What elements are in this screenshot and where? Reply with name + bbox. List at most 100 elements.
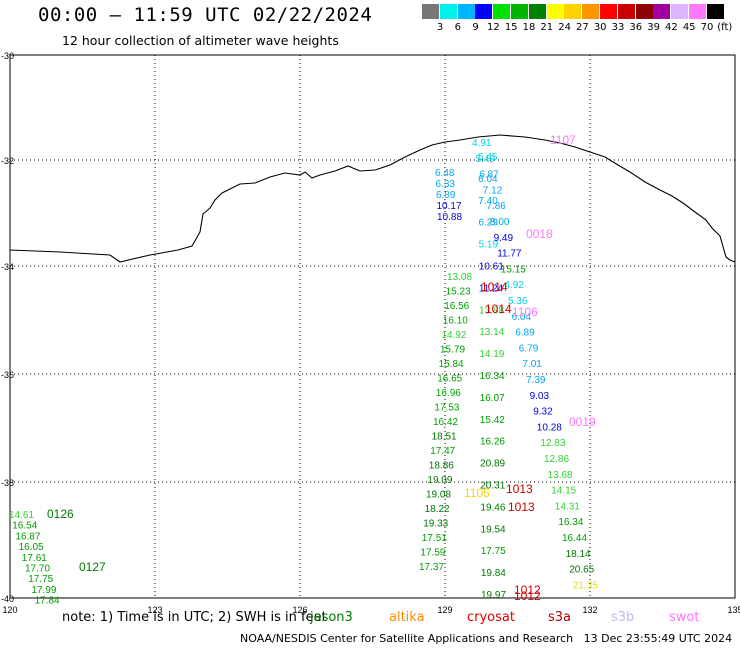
swh-value: 16.65 <box>437 374 462 385</box>
swh-value: 16.34 <box>558 517 583 528</box>
swh-value: 14.19 <box>479 349 504 360</box>
swh-value: 16.96 <box>436 388 461 399</box>
swh-value: 16.07 <box>480 393 505 404</box>
scale-swatch <box>546 4 564 19</box>
footer-note: note: 1) Time is in UTC; 2) SWH is in fe… <box>62 610 327 625</box>
scale-label: 6 <box>454 22 461 33</box>
swh-value: 16.54 <box>12 521 37 532</box>
swh-value: 11.77 <box>497 249 522 260</box>
swh-value: 17.84 <box>35 596 60 607</box>
scale-label: 45 <box>682 22 696 33</box>
swh-value: 7.40 <box>478 196 498 207</box>
observation-labels: 14.6116.5416.8716.0517.6117.7017.7517.99… <box>9 133 598 607</box>
latitude-label: -40 <box>1 594 14 604</box>
longitude-label: 120 <box>2 605 17 615</box>
swh-value: 14.92 <box>441 330 466 341</box>
swh-value: 7.86 <box>486 201 506 212</box>
swh-value: 18.22 <box>425 504 450 515</box>
scale-swatch <box>671 4 689 19</box>
swh-value: 10.61 <box>479 262 504 273</box>
swh-value: 12.83 <box>540 438 565 449</box>
scale-label: 9 <box>472 22 479 33</box>
latitude-label: -38 <box>1 478 14 488</box>
swh-value: 16.10 <box>443 316 468 327</box>
lat-lon-gridlines <box>10 55 735 598</box>
swh-value: 20.65 <box>569 565 594 576</box>
map-frame <box>9 54 736 599</box>
swh-value: 4.91 <box>472 138 492 149</box>
scale-label: 30 <box>593 22 607 33</box>
swh-value: 15.42 <box>480 415 505 426</box>
swh-value: 17.53 <box>434 403 459 414</box>
latitude-label: -34 <box>1 262 14 272</box>
scale-label: 3 <box>436 22 444 33</box>
scale-unit: (ft) <box>717 22 733 33</box>
swh-value: 17.51 <box>422 533 447 544</box>
swh-value: 4.92 <box>504 280 524 291</box>
swh-value: 9.32 <box>533 407 553 418</box>
swot-time-label: 0019 <box>569 415 596 429</box>
swh-value: 16.34 <box>480 371 505 382</box>
swh-value: 6.87 <box>479 170 499 181</box>
swh-value: 16.44 <box>562 533 587 544</box>
swh-value: 12.86 <box>544 454 569 465</box>
swh-value: 21.35 <box>573 580 598 591</box>
swh-value: 13.14 <box>479 327 504 338</box>
swh-value: 13.88 <box>479 305 504 316</box>
coastline <box>9 134 736 263</box>
swh-value: 6.79 <box>519 343 539 354</box>
swh-value: 19.84 <box>481 568 506 579</box>
scale-label: 18 <box>522 22 536 33</box>
swh-value: 17.70 <box>25 564 50 575</box>
longitude-label: 123 <box>147 605 162 615</box>
swh-value: 6.04 <box>478 174 498 185</box>
page-title: 00:00 – 11:59 UTC 02/22/2024 <box>38 4 373 26</box>
mission-label: s3a <box>548 610 572 625</box>
swh-value: 18.86 <box>429 461 454 472</box>
longitude-labels: 120 123 126 129 132 135 <box>2 605 740 615</box>
swh-value: 5.36 <box>508 296 528 307</box>
swh-value: 5.19 <box>479 240 499 251</box>
swh-value: 15.79 <box>440 345 465 356</box>
swh-value: 15.84 <box>439 359 464 370</box>
swot-time-label: 1106 <box>512 305 538 319</box>
scale-swatch <box>493 4 511 19</box>
swh-value: 9.03 <box>530 391 550 402</box>
longitude-label: 135 <box>727 605 740 615</box>
pass-time-label: 1014 <box>481 280 508 294</box>
swh-value: 6.04 <box>512 312 532 323</box>
swh-value: 16.42 <box>433 417 458 428</box>
swh-value: 19.33 <box>423 519 448 530</box>
latitude-labels: -30 -32 -34 -36 -38 -40 <box>1 51 14 604</box>
scale-label: 42 <box>665 22 678 33</box>
longitude-label: 132 <box>582 605 597 615</box>
swh-value: 19.54 <box>481 524 506 535</box>
scale-swatch <box>617 4 635 19</box>
swh-value: 17.75 <box>481 546 506 557</box>
swh-value: 6.33 <box>436 179 456 190</box>
swot-time-label: 1107 <box>550 133 576 147</box>
mission-label: s3b <box>611 610 635 625</box>
swh-value: 14.31 <box>555 501 580 512</box>
mission-label: altika <box>389 610 425 625</box>
swh-value: 13.68 <box>548 470 573 481</box>
scale-label: 21 <box>540 22 554 33</box>
swh-value: 6.29 <box>478 218 498 229</box>
swot-time-label: 0018 <box>526 227 553 241</box>
swh-value: 16.56 <box>444 301 469 312</box>
scale-label: 15 <box>504 22 518 33</box>
swh-value: 6.89 <box>515 328 535 339</box>
scale-label: 27 <box>576 22 589 33</box>
swh-value: 7.39 <box>526 375 546 386</box>
latitude-label: -36 <box>1 370 14 380</box>
swh-value: 13.08 <box>447 272 472 283</box>
scale-label: 70 <box>700 22 714 33</box>
swh-value: 17.99 <box>31 585 56 596</box>
scale-swatch <box>475 4 493 19</box>
swh-value: 10.17 <box>437 201 462 212</box>
swh-value: 15.23 <box>446 287 471 298</box>
scale-label: 12 <box>487 22 500 33</box>
mission-label: swot <box>669 610 700 625</box>
pass-time-label: 1105 <box>464 486 490 500</box>
